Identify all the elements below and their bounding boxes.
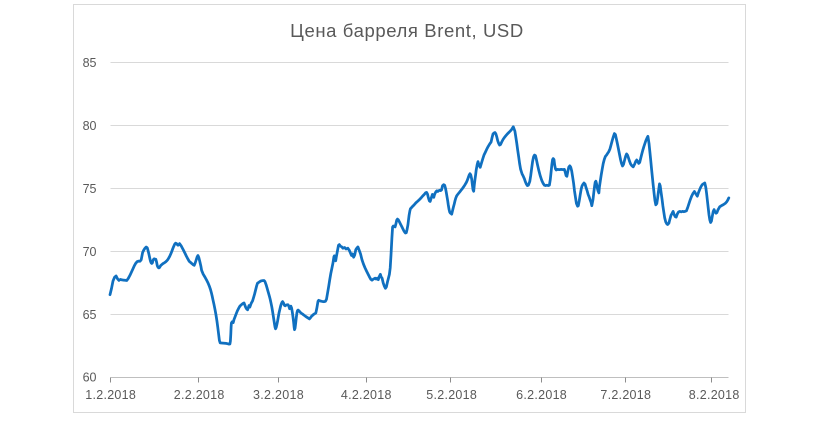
svg-text:60: 60 [83,371,97,385]
svg-text:1.2.2018: 1.2.2018 [85,388,136,402]
svg-text:Цена барреля Brent, USD: Цена барреля Brent, USD [290,20,524,41]
svg-text:5.2.2018: 5.2.2018 [426,388,477,402]
svg-text:4.2.2018: 4.2.2018 [341,388,392,402]
svg-text:2.2.2018: 2.2.2018 [174,388,225,402]
svg-text:6.2.2018: 6.2.2018 [516,388,567,402]
svg-text:75: 75 [83,182,97,196]
svg-text:80: 80 [83,119,97,133]
svg-text:85: 85 [83,56,97,70]
svg-text:70: 70 [83,245,97,259]
svg-text:8.2.2018: 8.2.2018 [689,388,740,402]
svg-text:65: 65 [83,308,97,322]
svg-text:7.2.2018: 7.2.2018 [600,388,651,402]
svg-text:3.2.2018: 3.2.2018 [253,388,304,402]
